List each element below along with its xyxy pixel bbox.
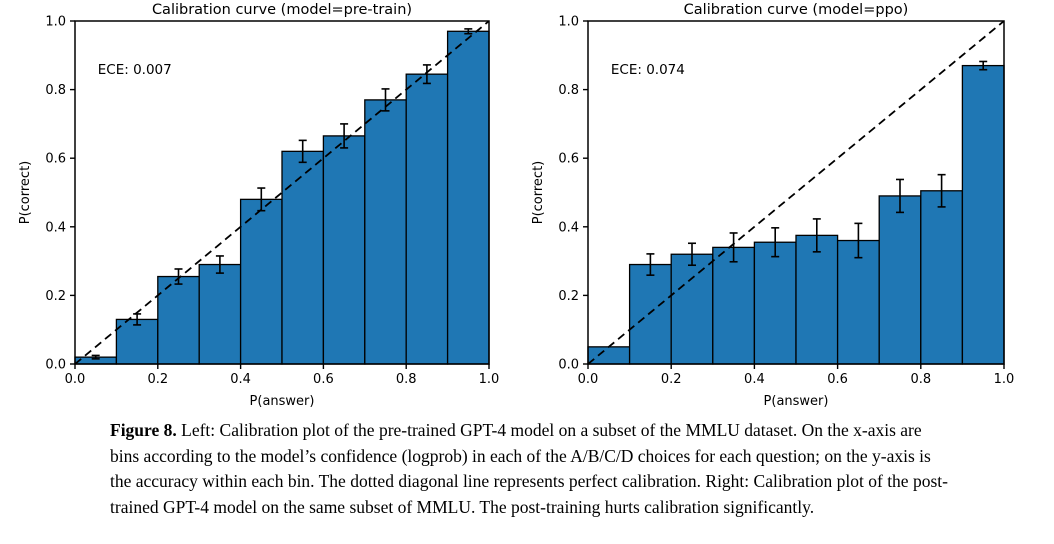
ece-annotation: ECE: 0.007 <box>98 62 172 78</box>
y-tick-label: 0.8 <box>45 83 66 98</box>
bar <box>836 239 880 365</box>
bar <box>670 253 714 365</box>
x-tick-label: 0.0 <box>578 372 599 387</box>
plot-frame <box>74 20 490 365</box>
y-axis-label: P(correct) <box>531 161 546 225</box>
y-tick-label: 0.2 <box>558 289 579 304</box>
plot-frame <box>587 20 1005 365</box>
y-tick-label: 0.6 <box>45 152 66 167</box>
ece-annotation: ECE: 0.074 <box>611 62 685 78</box>
bar <box>322 135 366 365</box>
x-tick-label: 0.6 <box>827 372 848 387</box>
chart-title: Calibration curve (model=ppo) <box>684 2 909 18</box>
y-tick-label: 0.6 <box>558 152 579 167</box>
bar <box>878 195 922 365</box>
calibration-chart-pre-train: 0.0 0.2 0.4 0.6 0.8 1.0 0.0 0.2 0.4 0.6 0.8 1.0 Cali… <box>18 2 500 409</box>
x-tick-label: 0.4 <box>744 372 765 387</box>
x-axis-label: P(answer) <box>764 394 829 409</box>
x-axis-label: P(answer) <box>250 394 315 409</box>
y-tick-label: 1.0 <box>558 15 579 30</box>
y-tick-label: 0.0 <box>558 358 579 373</box>
figure-caption-text: Left: Calibration plot of the pre-traine… <box>110 420 948 517</box>
calibration-chart-ppo: 0.0 0.2 0.4 0.6 0.8 1.0 0.0 0.2 0.4 0.6 0.8 1.0 Cali… <box>531 2 1015 409</box>
bar <box>795 234 839 365</box>
x-tick-label: 0.2 <box>661 372 682 387</box>
x-tick-label: 1.0 <box>479 372 500 387</box>
diagonal-reference-line <box>588 21 1004 364</box>
bar <box>920 190 964 365</box>
y-tick-label: 1.0 <box>45 15 66 30</box>
figure-caption: Figure 8. Left: Calibration plot of the … <box>110 418 952 520</box>
x-tick-label: 0.4 <box>230 372 251 387</box>
bar <box>587 346 631 365</box>
diagonal-reference-line <box>75 21 489 364</box>
x-tick-label: 0.2 <box>147 372 168 387</box>
x-tick-label: 1.0 <box>994 372 1015 387</box>
bar <box>446 30 490 365</box>
y-tick-label: 0.0 <box>45 358 66 373</box>
x-tick-label: 0.8 <box>396 372 417 387</box>
bar <box>198 263 242 365</box>
x-tick-label: 0.6 <box>313 372 334 387</box>
x-tick-label: 0.0 <box>65 372 86 387</box>
bar <box>281 150 325 365</box>
y-axis-label: P(correct) <box>18 161 33 225</box>
x-tick-label: 0.8 <box>910 372 931 387</box>
bar <box>961 64 1005 365</box>
bar <box>115 318 159 365</box>
bar <box>364 99 407 365</box>
y-tick-label: 0.8 <box>558 83 579 98</box>
y-tick-label: 0.4 <box>45 220 66 235</box>
bar <box>712 246 756 365</box>
figure-caption-label: Figure 8. <box>110 420 177 440</box>
bar <box>157 275 200 365</box>
bar <box>405 73 449 365</box>
y-tick-label: 0.4 <box>558 220 579 235</box>
y-tick-label: 0.2 <box>45 289 66 304</box>
bar <box>753 241 797 365</box>
bar <box>239 198 283 365</box>
bar <box>628 263 672 365</box>
chart-title: Calibration curve (model=pre-train) <box>152 2 412 18</box>
